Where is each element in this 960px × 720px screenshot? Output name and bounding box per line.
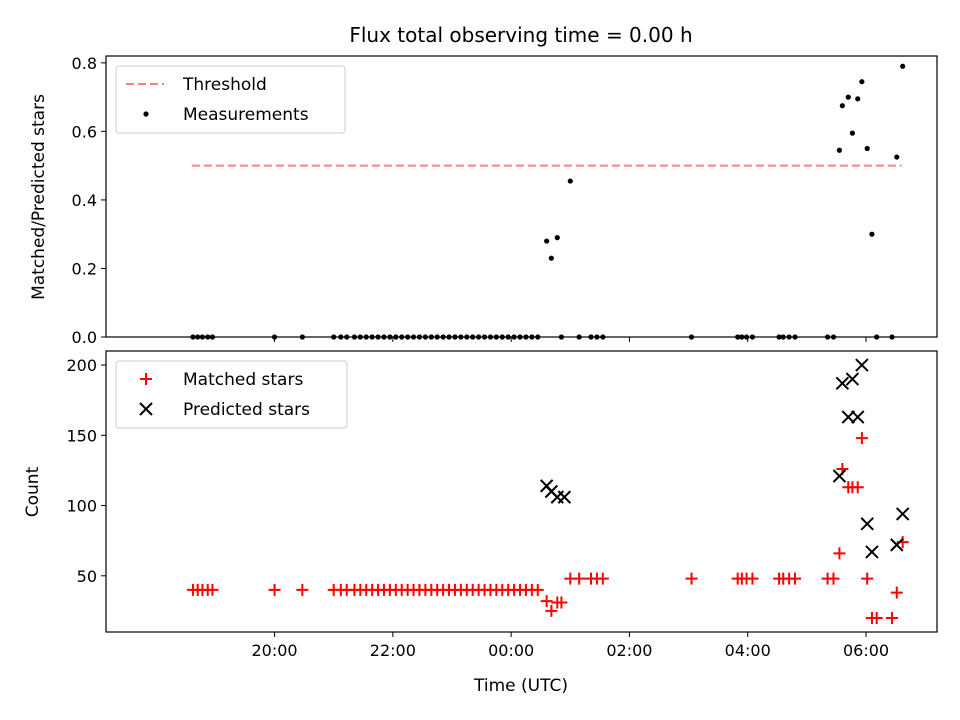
measurements-point	[859, 79, 865, 85]
measurements-legend-label: Measurements	[183, 105, 309, 125]
count-x-tick-label: 04:00	[725, 641, 771, 660]
ratio-legend-box	[115, 65, 346, 134]
matched-stars-point	[268, 583, 281, 596]
measurements-point	[836, 147, 843, 153]
measurements-point	[855, 96, 861, 102]
predicted-stars-legend-swatch	[139, 402, 153, 416]
measurements-legend-swatch	[143, 111, 149, 117]
matched-stars-point	[827, 572, 840, 585]
ratio-legend: Threshold Measurements	[115, 65, 346, 134]
matched-stars-point	[206, 583, 219, 596]
count-y-tick-label: 200	[66, 356, 97, 375]
matched-stars-point	[540, 595, 553, 608]
matched-stars-point	[886, 611, 899, 624]
matched-stars-point	[531, 583, 544, 596]
predicted-stars-legend-label: Predicted stars	[183, 400, 310, 420]
matched-stars-point	[545, 604, 558, 617]
matched-stars-point	[296, 583, 309, 596]
matched-stars-point	[685, 572, 698, 585]
count-ylabel: Count	[23, 466, 43, 517]
ratio-y-tick-label: 0.6	[72, 122, 97, 141]
measurements-point	[845, 94, 851, 100]
count-x-tick-label: 06:00	[843, 641, 889, 660]
count-x-tick-label: 00:00	[488, 641, 534, 660]
predicted-stars-point	[835, 376, 850, 391]
matched-stars-point	[861, 572, 874, 585]
count-x-tick-label: 20:00	[252, 641, 298, 660]
predicted-stars-point	[855, 358, 869, 372]
matched-stars-point	[870, 611, 883, 624]
measurements-point	[869, 231, 875, 237]
predicted-stars-point	[890, 538, 904, 552]
predicted-stars-point	[851, 410, 865, 424]
ratio-y-tick-label: 0.2	[72, 259, 97, 278]
ratio-y-tick-label: 0.0	[72, 328, 97, 347]
matched-stars-point	[573, 572, 586, 585]
matched-stars-point	[555, 596, 568, 609]
count-plot-layer	[186, 358, 910, 624]
measurements-point	[894, 154, 900, 160]
count-axes-frame	[105, 350, 938, 633]
ratio-axes-frame	[105, 55, 938, 338]
measurements-point	[544, 238, 550, 244]
ratio-y-tick-label: 0.8	[72, 54, 97, 73]
predicted-stars-point	[845, 372, 860, 386]
matched-stars-point	[789, 572, 802, 585]
matched-stars-point	[851, 481, 864, 494]
count-legend: Matched stars Predicted stars	[115, 360, 348, 429]
count-x-tick-label: 02:00	[606, 641, 652, 660]
ratio-tick-layer: 0.0 0.2 0.4 0.6 0.8	[72, 54, 867, 347]
count-x-tick-label: 22:00	[370, 641, 416, 660]
count-y-tick-label: 50	[77, 567, 97, 586]
measurements-point	[849, 130, 856, 136]
measurements-point	[900, 63, 906, 69]
ratio-panel: 0.00.20.40.60.8 Matched/Predicted stars …	[29, 54, 938, 347]
count-tick-layer: 20:00 22:00 00:00 02:00 04:00 06:00 50 100 150 20…	[66, 356, 889, 660]
predicted-stars-point	[832, 469, 847, 483]
predicted-stars-point	[865, 545, 879, 559]
matched-stars-point	[596, 572, 609, 585]
predicted-stars-point	[895, 507, 910, 521]
matched-stars-point	[855, 432, 868, 445]
measurements-point	[554, 235, 560, 241]
ratio-ylabel: Matched/Predicted stars	[29, 94, 49, 300]
predicted-stars-point	[860, 517, 874, 531]
measurements-point	[864, 145, 870, 152]
matched-stars-point	[746, 572, 759, 585]
matched-stars-point	[833, 547, 846, 560]
count-y-tick-label: 150	[66, 426, 97, 445]
matched-stars-legend-label: Matched stars	[183, 370, 303, 390]
measurements-point	[567, 178, 573, 184]
ratio-y-tick-label: 0.4	[72, 191, 97, 210]
count-y-tick-label: 100	[66, 497, 97, 516]
chart-title: Flux total observing time = 0.00 h	[349, 23, 692, 47]
predicted-stars-point	[557, 490, 572, 504]
measurements-point	[548, 255, 554, 261]
matched-stars-point	[890, 586, 903, 599]
measurements-point	[839, 103, 845, 109]
count-legend-box	[115, 360, 348, 429]
threshold-legend-label: Threshold	[182, 75, 267, 95]
count-xlabel: Time (UTC)	[473, 676, 568, 696]
count-panel: 20:00 22:00 00:00 02:00 04:00 06:00 50 100 150 20…	[23, 350, 938, 696]
predicted-stars-point	[841, 410, 855, 424]
matched-stars-legend-swatch	[140, 373, 152, 385]
